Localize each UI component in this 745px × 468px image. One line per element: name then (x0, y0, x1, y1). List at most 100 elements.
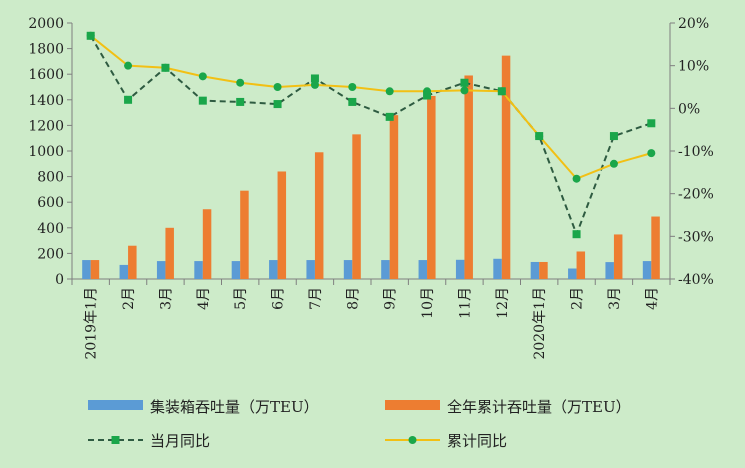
point-marker-circle (385, 87, 394, 96)
point-marker-circle (535, 132, 544, 141)
x-tick-label: 2020年1月 (532, 287, 548, 360)
bar (539, 261, 548, 279)
x-tick-label: 11月 (457, 287, 473, 319)
point-marker-circle (86, 31, 95, 40)
series-line (90, 35, 652, 180)
bar (381, 260, 390, 279)
legend-label: 集装箱吞吐量（万TEU） (150, 398, 319, 416)
bar (306, 260, 315, 279)
point-marker-square (236, 97, 245, 106)
y-left-tick-label: 200 (37, 246, 64, 262)
series-line (89, 35, 652, 238)
point-marker-square (385, 112, 394, 121)
bar (605, 262, 614, 279)
legend: 集装箱吞吐量（万TEU） 全年累计吞吐量（万TEU） 当月同比 累计同比 (88, 398, 631, 450)
y-right-tick-label: 20% (678, 16, 709, 32)
y-left-tick-label: 1200 (28, 118, 64, 134)
y-right-tick-label: 0% (678, 101, 700, 117)
x-tick-label: 4月 (196, 287, 212, 310)
bar (389, 115, 399, 279)
y-left-tick-label: 0 (55, 272, 64, 288)
bar (530, 261, 540, 279)
bar (240, 190, 249, 279)
x-tick-label: 3月 (607, 287, 623, 310)
bar (427, 95, 436, 280)
point-marker-circle (647, 149, 656, 158)
bar (194, 261, 203, 279)
x-tick-label: 2月 (570, 287, 586, 310)
bar (455, 259, 465, 279)
legend-swatch-bar (88, 400, 143, 410)
bar (165, 227, 174, 279)
legend-marker-square (111, 436, 120, 444)
point-marker-circle (310, 80, 319, 89)
bar (464, 75, 473, 279)
legend-marker-circle (408, 436, 417, 444)
y-right-tick-label: -30% (678, 229, 714, 245)
bar (493, 258, 502, 279)
x-tick-label: 3月 (158, 287, 174, 310)
point-marker-circle (161, 63, 170, 72)
x-tick-label: 7月 (308, 287, 324, 310)
legend-label: 累计同比 (447, 432, 507, 450)
bar (231, 261, 241, 279)
point-marker-circle (198, 72, 207, 81)
y-right-tick-label: -20% (678, 187, 714, 203)
bar (202, 209, 212, 279)
legend-swatch-bar (385, 400, 440, 410)
bar (277, 171, 287, 279)
point-marker-square (198, 96, 207, 105)
x-tick-label: 2019年1月 (84, 287, 100, 360)
x-tick-label: 12月 (495, 287, 511, 319)
bar (501, 55, 511, 279)
y-left-tick-label: 400 (37, 221, 64, 237)
bar (314, 152, 324, 279)
x-tick-label: 2月 (121, 287, 137, 310)
bar (576, 251, 586, 279)
point-marker-square (460, 78, 469, 87)
point-marker-square (124, 95, 133, 104)
x-tick-label: 4月 (644, 287, 660, 310)
x-tick-label: 9月 (383, 287, 399, 310)
bar (613, 234, 623, 279)
bar (352, 134, 361, 279)
point-marker-square (423, 91, 432, 100)
point-marker-circle (423, 87, 432, 96)
x-tick-label: 8月 (345, 287, 361, 310)
bar (418, 260, 428, 279)
point-marker-circle (572, 174, 581, 183)
y-left-tick-label: 600 (37, 195, 64, 211)
axes: 0 200 400 600 800 1000 1200 1400 1600 1800 2000 -40… (28, 16, 714, 360)
point-marker-circle (124, 61, 133, 70)
bar (642, 261, 652, 279)
legend-label: 当月同比 (150, 432, 210, 450)
bar (128, 245, 137, 279)
y-left-tick-label: 800 (37, 170, 64, 186)
point-marker-circle (348, 83, 357, 91)
legend-label: 全年累计吞吐量（万TEU） (447, 398, 631, 416)
bar (156, 261, 166, 279)
x-tick-label: 5月 (233, 287, 249, 310)
bar (269, 260, 278, 279)
point-marker-circle (497, 87, 506, 96)
y-left-tick-label: 2000 (28, 16, 64, 32)
y-left-tick-label: 1000 (28, 144, 64, 160)
y-right-tick-label: 10% (678, 59, 709, 75)
point-marker-square (609, 132, 618, 141)
y-left-tick-label: 1600 (28, 67, 64, 83)
bar (82, 260, 91, 279)
point-marker-circle (609, 159, 618, 168)
point-marker-circle (273, 83, 282, 91)
bar (651, 216, 660, 279)
point-marker-circle (236, 78, 245, 87)
point-marker-circle (460, 86, 469, 95)
bar (568, 268, 577, 279)
y-left-tick-label: 1800 (28, 42, 64, 58)
point-marker-square (273, 100, 282, 109)
point-marker-square (310, 74, 319, 83)
point-marker-square (647, 119, 656, 128)
bar (343, 260, 353, 279)
lines (86, 31, 656, 239)
point-marker-square (572, 230, 581, 239)
